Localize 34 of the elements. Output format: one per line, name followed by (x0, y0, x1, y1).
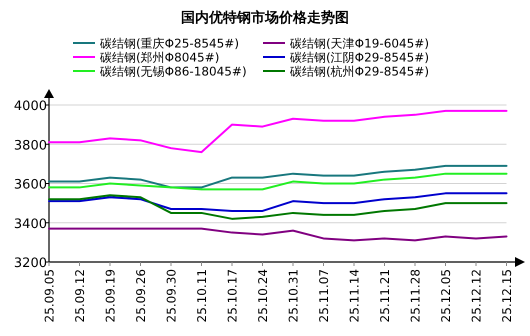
x-tick-label: 25.09.05 (42, 269, 56, 322)
legend-label: 碳结钢(江阴Φ29-8545#) (289, 50, 430, 64)
x-tick-label: 25.11.21 (378, 269, 392, 322)
line-series (48, 110, 508, 154)
x-tick-label: 25.12.05 (439, 269, 453, 322)
y-tick-label: 4000 (14, 99, 47, 114)
y-tick-label: 3600 (14, 178, 47, 192)
x-tick-label: 25.10.11 (195, 269, 209, 322)
line-series (48, 164, 508, 188)
line-series (48, 172, 508, 190)
chart-title: 国内优特钢市场价格走势图 (181, 9, 349, 26)
y-tick-label: 3400 (14, 216, 47, 232)
x-tick-label: 25.11.07 (317, 269, 331, 322)
line-series (48, 228, 508, 242)
line-series (48, 194, 508, 220)
x-tick-label: 25.10.17 (226, 269, 240, 322)
x-tick-label: 25.11.28 (408, 269, 422, 322)
x-tick-label: 25.10.31 (286, 269, 300, 322)
x-tick-label: 25.09.30 (164, 269, 178, 322)
legend-label: 碳结钢(郑州Φ8045#) (99, 50, 220, 64)
x-tick-label: 25.09.12 (73, 269, 87, 322)
y-tick-label: 3800 (14, 138, 47, 154)
x-tick-label: 25.12.15 (500, 269, 514, 322)
legend-label: 碳结钢(无锡Φ86-18045#) (99, 64, 247, 78)
x-tick-label: 25.09.19 (104, 269, 118, 322)
y-tick-label: 3200 (14, 256, 47, 271)
legend-label: 碳结钢(杭州Φ29-8545#) (289, 64, 430, 78)
legend-label: 碳结钢(重庆Φ25-8545#) (99, 36, 240, 50)
x-tick-label: 25.09.26 (134, 269, 148, 322)
line-series (48, 192, 508, 212)
x-tick-label: 25.10.24 (256, 269, 270, 322)
legend-label: 碳结钢(天津Φ19-6045#) (289, 36, 430, 50)
x-tick-label: 25.11.14 (348, 269, 362, 322)
x-tick-label: 25.12.12 (470, 269, 484, 322)
